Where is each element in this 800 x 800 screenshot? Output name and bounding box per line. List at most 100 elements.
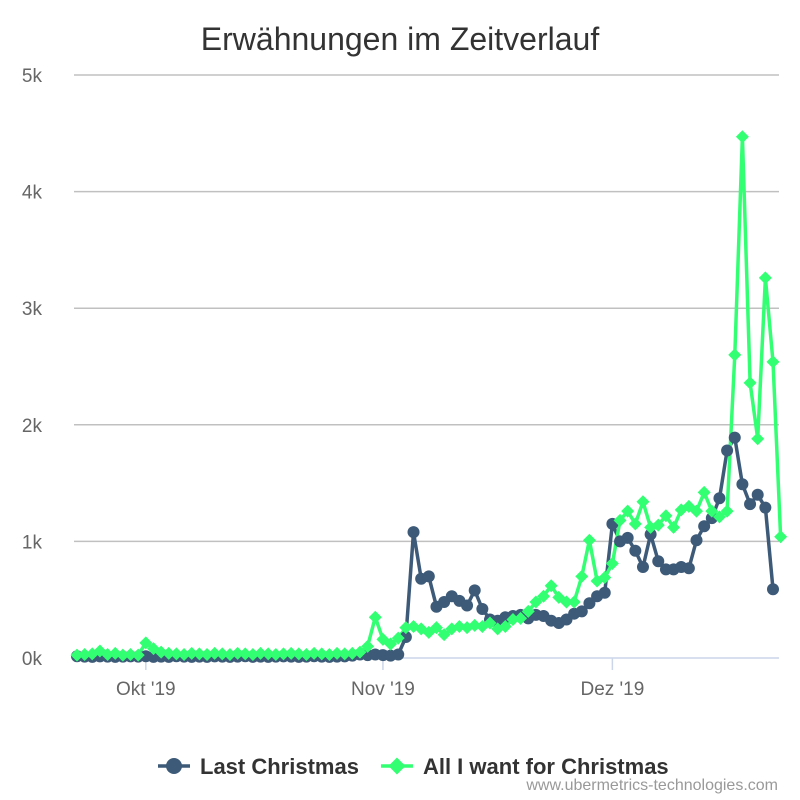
data-point-last-christmas (728, 431, 741, 444)
grid-lines (74, 74, 779, 543)
data-point-all-i-want (544, 579, 558, 593)
legend-label: All I want for Christmas (423, 754, 669, 779)
data-point-all-i-want (498, 620, 512, 634)
data-point-all-i-want (483, 616, 497, 630)
data-point-all-i-want (169, 647, 183, 661)
y-tick-label: 4k (22, 183, 43, 204)
data-point-last-christmas (636, 561, 649, 574)
data-point-last-christmas (759, 501, 772, 514)
legend-marker-icon (388, 757, 406, 775)
data-point-all-i-want (78, 648, 92, 662)
series-markers (70, 130, 788, 663)
data-point-all-i-want (735, 130, 749, 144)
data-point-all-i-want (559, 595, 573, 609)
data-point-all-i-want (705, 504, 719, 518)
data-point-all-i-want (215, 647, 229, 661)
data-point-all-i-want (338, 647, 352, 661)
data-point-all-i-want (529, 595, 543, 609)
data-point-all-i-want (667, 520, 681, 534)
data-point-all-i-want (208, 646, 222, 660)
data-point-last-christmas (468, 584, 481, 597)
data-point-last-christmas (621, 531, 634, 544)
data-point-all-i-want (185, 646, 199, 660)
data-point-all-i-want (605, 557, 619, 571)
data-point-last-christmas (713, 492, 726, 505)
data-point-last-christmas (598, 586, 611, 599)
data-point-all-i-want (697, 485, 711, 499)
data-point-all-i-want (131, 648, 145, 662)
data-point-all-i-want (514, 611, 528, 625)
data-point-all-i-want (315, 647, 329, 661)
data-point-last-christmas (690, 534, 703, 547)
data-point-last-christmas (698, 520, 711, 533)
data-point-all-i-want (575, 569, 589, 583)
data-point-last-christmas (744, 498, 757, 511)
data-point-all-i-want (116, 648, 130, 662)
data-point-all-i-want (330, 646, 344, 660)
data-point-last-christmas (422, 570, 435, 583)
data-point-all-i-want (353, 645, 367, 659)
data-point-last-christmas (461, 599, 474, 612)
data-point-all-i-want (277, 647, 291, 661)
legend[interactable]: Last Christmas All I want for Christmas (158, 754, 669, 779)
data-point-all-i-want (139, 636, 153, 650)
data-point-all-i-want (582, 533, 596, 547)
data-point-last-christmas (652, 555, 665, 568)
data-point-all-i-want (690, 504, 704, 518)
data-point-all-i-want (437, 628, 451, 642)
data-point-all-i-want (391, 631, 405, 645)
legend-item-all-i-want[interactable]: All I want for Christmas (380, 754, 669, 779)
data-point-last-christmas (476, 603, 489, 616)
data-point-all-i-want (261, 647, 275, 661)
data-point-all-i-want (766, 355, 780, 369)
data-point-all-i-want (254, 646, 268, 660)
y-tick-label: 0k (22, 649, 43, 670)
data-point-all-i-want (192, 647, 206, 661)
data-point-all-i-want (628, 517, 642, 531)
data-point-last-christmas (721, 444, 734, 457)
data-point-last-christmas (392, 648, 405, 661)
y-axis-ticks: 0k 1k 2k 3k 4k 5k (22, 66, 43, 670)
chart-title: Erwähnungen im Zeitverlauf (201, 21, 600, 57)
x-tick-label: Dez '19 (580, 679, 644, 700)
data-point-all-i-want (238, 647, 252, 661)
data-point-all-i-want (567, 595, 581, 609)
data-point-all-i-want (521, 604, 535, 618)
x-axis-ticks: Okt '19 Nov '19 Dez '19 (116, 658, 644, 700)
data-point-last-christmas (629, 544, 642, 557)
data-point-all-i-want (269, 648, 283, 662)
data-point-all-i-want (659, 509, 673, 523)
legend-label: Last Christmas (200, 754, 359, 779)
data-point-all-i-want (429, 621, 443, 635)
data-point-last-christmas (407, 526, 420, 539)
data-point-all-i-want (361, 639, 375, 653)
data-point-all-i-want (307, 646, 321, 660)
data-point-last-christmas (682, 562, 695, 575)
y-tick-label: 5k (22, 66, 43, 87)
series-line-last-christmas (76, 435, 775, 659)
data-point-all-i-want (743, 376, 757, 390)
data-point-last-christmas (767, 583, 779, 596)
y-tick-label: 1k (22, 532, 43, 553)
data-point-all-i-want (774, 530, 788, 544)
data-point-all-i-want (231, 646, 245, 660)
data-point-all-i-want (598, 571, 612, 585)
data-point-last-christmas (736, 478, 749, 491)
data-point-all-i-want (712, 510, 726, 524)
legend-item-last-christmas[interactable]: Last Christmas (158, 754, 359, 779)
credit-text[interactable]: www.ubermetrics-technologies.com (525, 777, 778, 794)
data-point-all-i-want (292, 647, 306, 661)
data-point-last-christmas (751, 488, 764, 501)
data-point-all-i-want (613, 513, 627, 527)
x-tick-label: Nov '19 (351, 679, 415, 700)
legend-marker-icon (166, 758, 182, 774)
data-point-all-i-want (70, 648, 84, 662)
data-point-all-i-want (651, 518, 665, 532)
data-point-all-i-want (124, 648, 138, 662)
data-point-all-i-want (284, 646, 298, 660)
data-point-all-i-want (384, 637, 398, 651)
data-point-last-christmas (644, 528, 657, 541)
data-point-all-i-want (636, 495, 650, 509)
y-tick-label: 2k (22, 416, 43, 437)
